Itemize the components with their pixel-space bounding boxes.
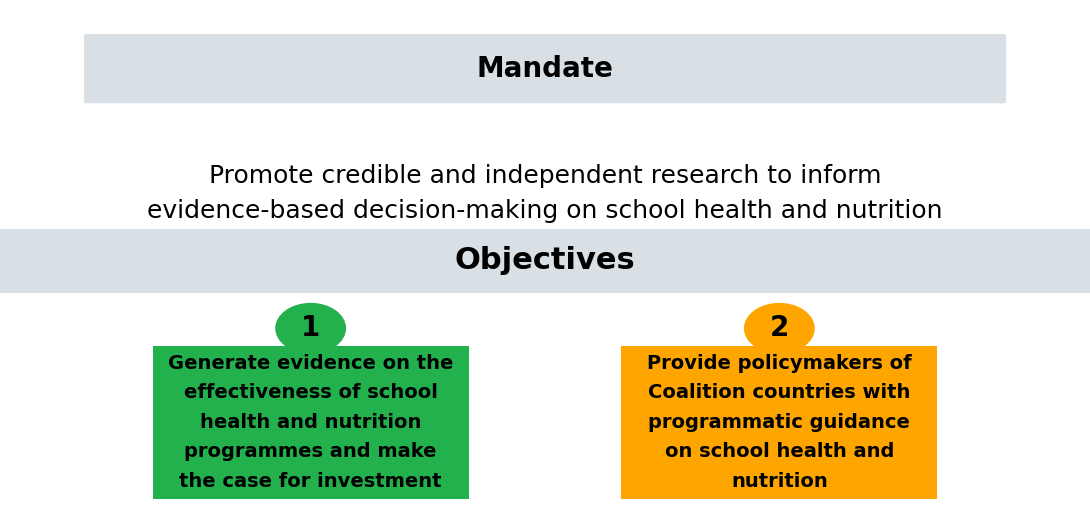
FancyBboxPatch shape bbox=[0, 229, 1090, 293]
Ellipse shape bbox=[744, 303, 815, 354]
Text: 1: 1 bbox=[301, 314, 320, 343]
Text: Promote credible and independent research to inform
evidence-based decision-maki: Promote credible and independent researc… bbox=[147, 164, 943, 223]
Text: Generate evidence on the
effectiveness of school
health and nutrition
programmes: Generate evidence on the effectiveness o… bbox=[168, 354, 453, 491]
Ellipse shape bbox=[275, 303, 347, 354]
FancyBboxPatch shape bbox=[621, 346, 937, 499]
Text: Objectives: Objectives bbox=[455, 246, 635, 275]
FancyBboxPatch shape bbox=[84, 34, 1006, 103]
Text: 2: 2 bbox=[770, 314, 789, 343]
FancyBboxPatch shape bbox=[153, 346, 469, 499]
Text: Provide policymakers of
Coalition countries with
programmatic guidance
on school: Provide policymakers of Coalition countr… bbox=[647, 354, 911, 491]
Text: Mandate: Mandate bbox=[476, 54, 614, 83]
